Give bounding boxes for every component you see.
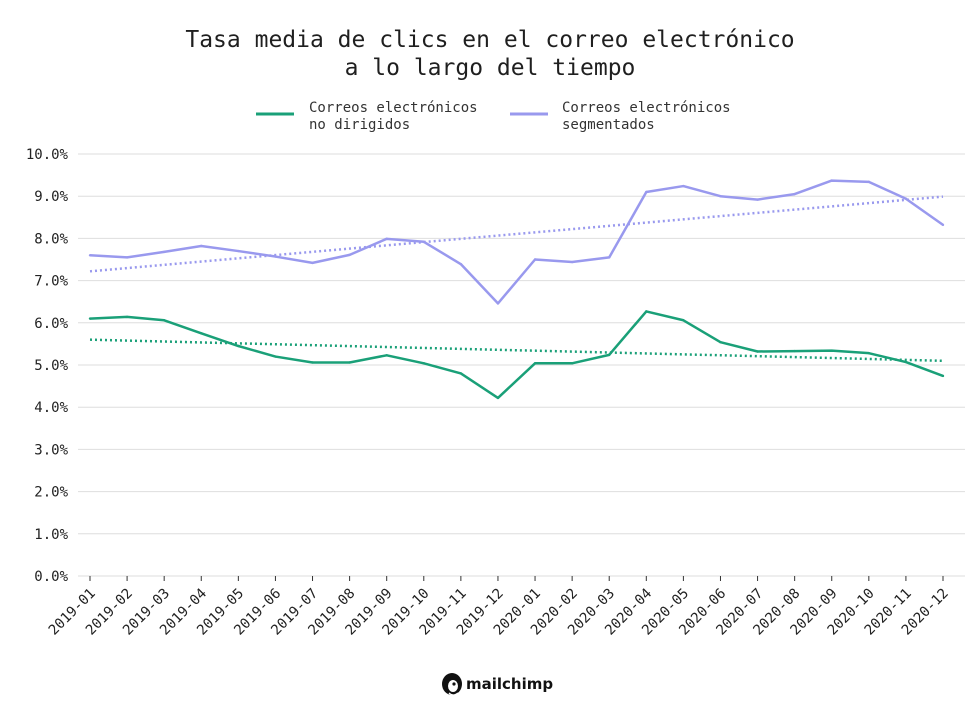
- data-point: [719, 195, 722, 198]
- series-line-0: [89, 310, 944, 400]
- data-point: [200, 244, 203, 248]
- chart-title-line-1: Tasa media de clics en el correo electró…: [185, 27, 794, 53]
- data-point: [645, 190, 648, 194]
- data-point: [348, 361, 351, 364]
- x-axis: 2019-012019-022019-032019-042019-052019-…: [46, 576, 952, 639]
- data-point: [682, 184, 685, 188]
- data-point: [793, 192, 796, 196]
- data-point: [237, 249, 240, 253]
- y-tick-label: 1.0%: [34, 527, 68, 543]
- data-point: [608, 353, 611, 357]
- data-point: [756, 350, 759, 353]
- grid: [78, 153, 965, 577]
- data-point: [125, 256, 129, 259]
- data-point: [311, 261, 314, 265]
- data-point: [385, 354, 388, 357]
- data-point: [422, 240, 425, 243]
- series-line-1: [89, 179, 944, 305]
- data-point: [682, 319, 685, 322]
- y-tick-label: 3.0%: [34, 442, 68, 458]
- y-tick-label: 7.0%: [34, 274, 68, 290]
- data-point: [904, 360, 908, 364]
- y-tick-label: 0.0%: [34, 569, 68, 585]
- data-point: [719, 341, 722, 344]
- data-point: [830, 349, 833, 352]
- data-point: [756, 198, 759, 201]
- data-point: [274, 255, 277, 258]
- data-point: [422, 362, 425, 365]
- data-point: [385, 237, 388, 241]
- data-point: [570, 260, 574, 264]
- legend-label-segmentados-line-2: segmentados: [562, 117, 655, 133]
- y-tick-label: 8.0%: [34, 231, 68, 247]
- data-point: [88, 254, 92, 257]
- data-point: [570, 362, 574, 365]
- legend-label-no-dirigidos-line-1: Correos electrónicos: [309, 100, 478, 116]
- data-point: [200, 332, 203, 335]
- y-tick-label: 4.0%: [34, 400, 68, 416]
- data-point: [904, 197, 908, 200]
- data-point: [237, 344, 240, 348]
- data-point: [274, 355, 277, 358]
- data-point: [348, 253, 351, 257]
- data-point: [645, 310, 648, 313]
- legend: Correos electrónicos no dirigidos Correo…: [256, 100, 731, 133]
- data-point: [496, 302, 500, 305]
- y-axis: 0.0% 1.0% 2.0% 3.0% 4.0% 5.0% 6.0% 7.0% 8.0% 9.0%…: [26, 147, 69, 585]
- data-point: [459, 262, 463, 266]
- legend-label-segmentados-line-1: Correos electrónicos: [562, 100, 731, 116]
- data-point: [830, 179, 833, 182]
- data-point: [533, 258, 537, 261]
- y-tick-label: 2.0%: [34, 485, 68, 501]
- data-point: [459, 372, 463, 375]
- data-point: [311, 361, 314, 364]
- y-tick-label: 6.0%: [34, 316, 68, 332]
- data-point: [941, 374, 945, 378]
- legend-label-no-dirigidos-line-2: no dirigidos: [309, 117, 410, 133]
- data-point: [162, 250, 166, 254]
- data-point: [533, 362, 537, 365]
- data-point: [941, 223, 945, 227]
- data-point: [867, 351, 871, 355]
- mailchimp-logo: mailchimp: [442, 673, 553, 696]
- y-tick-label: 9.0%: [34, 189, 68, 205]
- data-point: [88, 317, 92, 320]
- trendline-series-0: [89, 338, 944, 363]
- mailchimp-wordmark: mailchimp: [466, 675, 553, 693]
- data-point: [867, 180, 871, 184]
- y-tick-label: 10.0%: [26, 147, 69, 163]
- data-point: [496, 396, 500, 400]
- data-point: [793, 349, 796, 353]
- trendline-series-1: [89, 195, 944, 273]
- y-tick-label: 5.0%: [34, 358, 68, 374]
- chart-title-line-2: a lo largo del tiempo: [345, 55, 636, 81]
- data-point: [125, 315, 129, 319]
- data-point: [162, 319, 166, 322]
- plot-area: [88, 179, 945, 400]
- mailchimp-freddie-icon: [442, 673, 462, 696]
- data-point: [608, 256, 611, 259]
